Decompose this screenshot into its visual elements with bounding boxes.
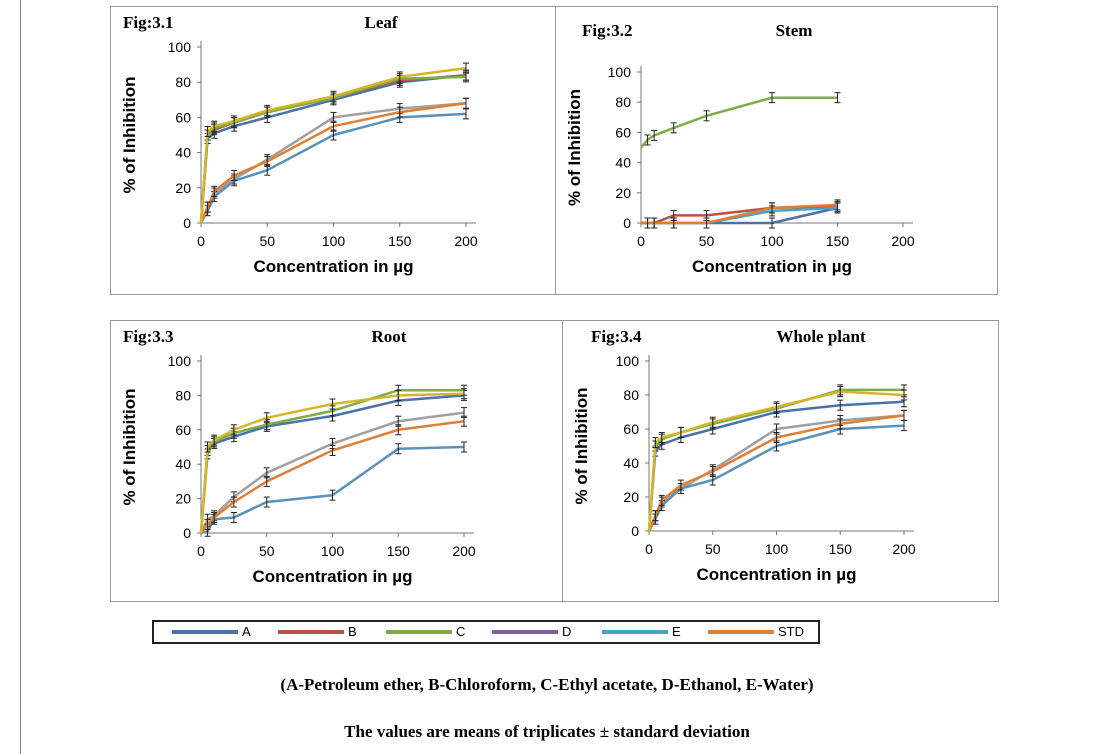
legend-label-std: STD	[778, 624, 804, 639]
y-tick-label: 80	[175, 387, 191, 403]
x-tick-label: 100	[322, 233, 346, 249]
root-chart-panel: Fig:3.3 Root 0 20 40 60 80 100 0 50 100 150 200 Con…	[110, 320, 563, 602]
legend-swatch-d	[492, 630, 558, 634]
series-line-a	[647, 400, 905, 532]
leaf-chart: 0 20 40 60 80 100 0 50 100 150 200 Concentration in…	[120, 39, 478, 276]
series-line-std	[647, 414, 905, 532]
series-line-std2	[199, 66, 467, 224]
y-tick-label: 80	[615, 94, 631, 110]
y-tick-label: 100	[616, 353, 640, 369]
page-left-rule	[20, 0, 21, 754]
x-tick-label: 150	[388, 233, 412, 249]
x-axis-title: Concentration in µg	[254, 257, 414, 276]
legend-swatch-e	[602, 630, 668, 634]
y-tick-label: 80	[623, 387, 639, 403]
y-tick-label: 40	[175, 456, 191, 472]
x-tick-label: 200	[892, 541, 916, 557]
y-tick-label: 100	[168, 353, 192, 369]
x-axis-title: Concentration in µg	[697, 565, 857, 584]
x-tick-label: 50	[259, 233, 275, 249]
x-tick-label: 100	[321, 543, 345, 559]
series-line-c	[199, 75, 467, 224]
y-tick-label: 60	[175, 109, 191, 125]
y-tick-label: 20	[615, 185, 631, 201]
y-tick-label: 40	[615, 155, 631, 171]
x-tick-label: 100	[765, 541, 789, 557]
legend-label-e: E	[672, 624, 681, 639]
root-chart: 0 20 40 60 80 100 0 50 100 150 200 Concentration in…	[120, 353, 476, 586]
stem-chart-panel: Fig:3.2 Stem 0 20 40 60 80 100 0 50 100 150 200 Con…	[555, 6, 998, 295]
y-tick-label: 80	[175, 74, 191, 90]
legend-label-d: D	[562, 624, 572, 639]
series-line-std2	[199, 392, 465, 534]
series-line-c	[640, 96, 838, 149]
series-line-e	[199, 112, 467, 224]
series-line-std	[199, 102, 467, 224]
series-line-a	[199, 73, 467, 224]
legend-label-c: C	[456, 624, 466, 639]
x-tick-label: 50	[705, 541, 721, 557]
footnote: The values are means of triplicates ± st…	[344, 722, 750, 741]
x-tick-label: 0	[197, 543, 205, 559]
y-tick-label: 20	[175, 491, 191, 507]
legend-swatch-c	[386, 630, 452, 634]
x-tick-label: 200	[452, 543, 476, 559]
y-tick-label: 20	[175, 180, 191, 196]
y-tick-label: 0	[623, 215, 631, 231]
x-tick-label: 200	[891, 233, 915, 249]
legend-note: (A-Petroleum ether, B-Chloroform, C-Ethy…	[280, 675, 814, 694]
fig-label: Fig:3.2	[582, 21, 633, 40]
whole-plant-chart: 0 20 40 60 80 100 0 50 100 150 200 Concentration in…	[572, 353, 916, 584]
y-tick-label: 0	[631, 523, 639, 539]
leaf-chart-panel: Fig:3.1 Leaf 0 20 40 60 80 100 0 50 100 150 200 Con…	[110, 6, 556, 295]
series-line-std	[200, 419, 465, 534]
x-tick-label: 150	[387, 543, 411, 559]
x-tick-label: 50	[699, 233, 715, 249]
x-tick-label: 0	[645, 541, 653, 557]
x-tick-label: 150	[829, 541, 853, 557]
series-line-e	[647, 424, 905, 532]
stem-chart: 0 20 40 60 80 100 0 50 100 150 200 Concentration in…	[565, 64, 915, 276]
y-tick-label: 40	[175, 145, 191, 161]
y-tick-label: 100	[608, 64, 632, 80]
chart-title: Whole plant	[776, 327, 866, 346]
series-line-std2	[647, 390, 905, 532]
x-tick-label: 150	[826, 233, 850, 249]
chart-legend: A B C D E STD	[152, 620, 820, 644]
y-tick-label: 0	[183, 525, 191, 541]
y-tick-label: 60	[175, 422, 191, 438]
x-tick-label: 0	[197, 233, 205, 249]
legend-label-b: B	[348, 624, 357, 639]
whole-plant-chart-panel: Fig:3.4 Whole plant 0 20 40 60 80 100 0 50 100 15…	[562, 320, 999, 602]
x-tick-label: 0	[637, 233, 645, 249]
y-axis-title: % of Inhibition	[120, 388, 139, 505]
chart-title: Root	[371, 327, 407, 346]
legend-swatch-std	[708, 630, 774, 634]
legend-swatch-a	[172, 630, 238, 634]
series-line-d	[199, 411, 465, 534]
y-axis-title: % of Inhibition	[572, 387, 591, 504]
y-tick-label: 20	[623, 489, 639, 505]
x-axis-title: Concentration in µg	[692, 257, 852, 276]
y-tick-label: 100	[168, 39, 192, 55]
chart-title: Leaf	[364, 13, 398, 32]
x-tick-label: 50	[259, 543, 275, 559]
y-tick-label: 60	[623, 421, 639, 437]
fig-label: Fig:3.1	[123, 13, 174, 32]
fig-label: Fig:3.4	[591, 327, 642, 346]
chart-title: Stem	[775, 21, 813, 40]
y-axis-title: % of Inhibition	[120, 76, 139, 193]
y-tick-label: 40	[623, 455, 639, 471]
x-tick-label: 100	[760, 233, 784, 249]
legend-label-a: A	[242, 624, 251, 639]
y-axis-title: % of Inhibition	[565, 89, 584, 206]
fig-label: Fig:3.3	[123, 327, 174, 346]
y-tick-label: 0	[183, 215, 191, 231]
x-tick-label: 200	[454, 233, 478, 249]
legend-swatch-b	[278, 630, 344, 634]
y-tick-label: 60	[615, 124, 631, 140]
x-axis-title: Concentration in µg	[253, 567, 413, 586]
